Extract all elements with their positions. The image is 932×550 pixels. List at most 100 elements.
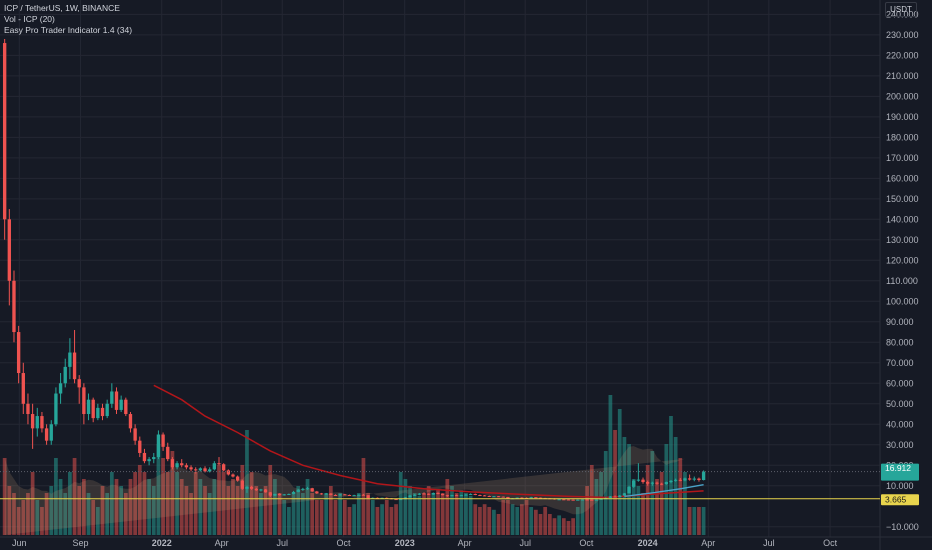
current-price-label: 16.912 (885, 463, 911, 473)
candle-body (170, 459, 175, 468)
candle-body (506, 497, 510, 499)
candle-body (231, 474, 235, 477)
volume-bar (68, 472, 72, 535)
volume-bar (142, 472, 147, 535)
price-axis[interactable]: −10.00010.00020.00030.00040.00050.00060.… (886, 9, 919, 531)
volume-bar (575, 507, 580, 535)
candle-body (161, 434, 165, 447)
currency-selector[interactable]: USDT (885, 2, 917, 17)
price-tick-label: 160.000 (886, 173, 919, 183)
candle-body (91, 399, 95, 419)
candle-body (40, 416, 44, 429)
candle-body (138, 440, 142, 453)
volume-bar (170, 451, 175, 535)
candle-body (105, 403, 109, 417)
candle-body (678, 479, 682, 481)
candle-body (119, 399, 123, 410)
volume-bar (184, 486, 189, 535)
candle-body (394, 499, 398, 501)
candle-body (399, 499, 403, 501)
candle-body (152, 457, 156, 460)
candle-body (413, 494, 417, 496)
candle-body (21, 373, 25, 404)
candle-body (2, 43, 7, 220)
level-price-label: 3.665 (885, 495, 907, 505)
time-tick-label: Jul (763, 538, 775, 548)
volume-bar (417, 495, 422, 535)
candle-body (613, 496, 617, 498)
volume-bar (669, 416, 673, 535)
candle-body (142, 452, 147, 462)
volume-bar (566, 521, 571, 535)
price-tick-label: 100.000 (886, 296, 919, 306)
candle-body (357, 494, 361, 496)
volume-bar (655, 479, 659, 535)
volume-bar (137, 465, 142, 535)
volume-bar (412, 493, 417, 535)
candle-body (16, 332, 21, 374)
volume-bar (622, 437, 627, 535)
chart-legend: ICP / TetherUS, 1W, BINANCE Vol - ICP (2… (4, 3, 132, 36)
volume-indicator-label[interactable]: Vol - ICP (20) (4, 14, 55, 24)
horizontal-level[interactable] (0, 471, 880, 500)
volume-bar (585, 486, 589, 535)
volume-bar (72, 458, 77, 535)
candle-body (54, 393, 58, 425)
volume-bar (254, 486, 259, 535)
volume-bar (445, 479, 450, 535)
price-badges: 16.912 3.665 (881, 463, 919, 506)
time-axis[interactable]: Jun Sep 2022 Apr Jul Oct 2023 Apr Jul Oct 2024 Apr J… (12, 538, 838, 548)
candle-body (529, 497, 533, 499)
time-tick-label: Apr (458, 538, 472, 548)
volume-bar (673, 437, 678, 535)
candle-body (86, 399, 91, 415)
volume-bar (21, 500, 26, 535)
candle-body (580, 499, 585, 501)
volume-bar (403, 479, 408, 535)
candle-body (245, 486, 249, 489)
time-tick-label: Sep (73, 538, 89, 548)
candle-body (515, 497, 519, 499)
volume-bar (91, 500, 96, 535)
symbol-title[interactable]: ICP / TetherUS, 1W, BINANCE (4, 3, 120, 13)
volume-bar (692, 507, 697, 535)
volume-bar (63, 493, 68, 535)
candle-body (366, 495, 370, 499)
price-tick-label: 140.000 (886, 214, 919, 224)
volume-bar (212, 479, 217, 535)
candle-body (576, 499, 580, 501)
candle-body (249, 486, 254, 489)
candle-body (618, 495, 622, 498)
volume-bar (105, 493, 110, 535)
volume-area (4, 446, 685, 535)
candle-body (646, 482, 650, 484)
candle-body (184, 465, 189, 468)
volume-bar (529, 507, 534, 535)
price-tick-label: 110.000 (886, 276, 918, 286)
volume-bar (319, 500, 324, 535)
candle-body (217, 463, 221, 465)
volume-bar (231, 479, 235, 535)
candle-body (501, 496, 505, 498)
candle-body (566, 499, 571, 501)
candle-body (585, 499, 589, 501)
price-tick-label: 170.000 (886, 153, 919, 163)
volume-bar (645, 465, 650, 535)
time-tick-label: Oct (579, 538, 594, 548)
candle-body (692, 478, 696, 480)
volume-bar (259, 493, 263, 535)
volume-bar (235, 486, 240, 535)
custom-indicator-label[interactable]: Easy Pro Trader Indicator 1.4 (34) (4, 25, 133, 35)
volume-bar (179, 479, 184, 535)
volume-bar (189, 493, 193, 535)
candle-body (72, 352, 77, 380)
volume-bar (7, 486, 12, 535)
volume-bar (54, 458, 58, 535)
price-tick-label: 10.000 (886, 481, 914, 491)
candle-body (259, 489, 263, 491)
price-tick-label: 230.000 (886, 30, 919, 40)
volume-bar (389, 507, 394, 535)
candle-body (147, 459, 151, 462)
volume-bar (478, 507, 482, 535)
